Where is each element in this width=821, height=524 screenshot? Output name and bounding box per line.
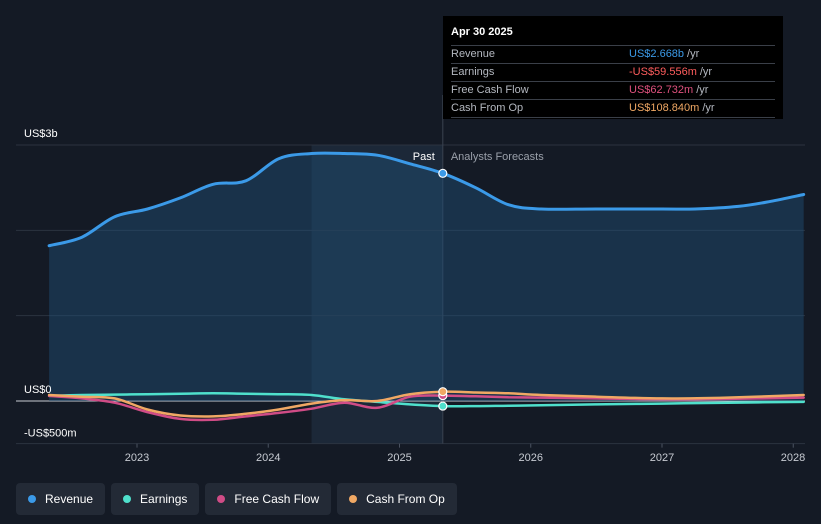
tooltip-value: US$2.668b xyxy=(629,48,685,60)
series-marker xyxy=(438,168,448,178)
tooltip-label: Free Cash Flow xyxy=(451,84,529,96)
series-line-revenue xyxy=(47,151,806,248)
legend-label: Free Cash Flow xyxy=(234,492,320,506)
tooltip-label: Revenue xyxy=(451,48,496,60)
past-label: Past xyxy=(413,151,435,163)
x-tick-label: 2027 xyxy=(650,452,674,464)
tooltip-row-revenue: Revenue US$2.668b /yr xyxy=(451,45,775,63)
forecast-label: Analysts Forecasts xyxy=(451,151,544,163)
y-tick-label: US$3b xyxy=(24,128,58,140)
x-tick-label: 2025 xyxy=(387,452,411,464)
legend-item-revenue[interactable]: Revenue xyxy=(16,483,106,515)
series-marker xyxy=(438,387,448,397)
tooltip-row-cash-from-op: Cash From Op US$108.840m /yr xyxy=(451,99,775,118)
x-tick-label: 2026 xyxy=(519,452,543,464)
x-tick-label: 2024 xyxy=(256,452,280,464)
legend-dot-icon xyxy=(349,495,358,503)
tooltip-unit: /yr xyxy=(702,102,715,114)
tooltip-unit: /yr xyxy=(687,48,700,60)
x-tick-label: 2023 xyxy=(125,452,149,464)
tooltip-label: Earnings xyxy=(451,66,495,78)
legend-label: Cash From Op xyxy=(366,492,445,506)
y-tick-label: -US$500m xyxy=(24,428,77,440)
series-line-cash-from-op xyxy=(47,390,805,418)
tooltip-unit: /yr xyxy=(696,84,709,96)
legend-dot-icon xyxy=(123,495,132,503)
tooltip-label: Cash From Op xyxy=(451,102,524,114)
tooltip-value: -US$59.556m xyxy=(629,66,697,78)
legend-label: Revenue xyxy=(45,492,94,506)
legend-item-earnings[interactable]: Earnings xyxy=(111,483,200,515)
legend-label: Earnings xyxy=(140,492,188,506)
legend: Revenue Earnings Free Cash Flow Cash Fro… xyxy=(16,483,457,515)
y-tick-label: US$0 xyxy=(24,384,52,396)
tooltip-unit: /yr xyxy=(699,66,713,78)
tooltip-date: Apr 30 2025 xyxy=(451,26,513,38)
tooltip-row-earnings: Earnings -US$59.556m /yr xyxy=(451,63,775,81)
x-tick-label: 2028 xyxy=(781,452,805,464)
revenue-area xyxy=(49,153,804,401)
legend-dot-icon xyxy=(28,495,36,503)
legend-item-cash-from-op[interactable]: Cash From Op xyxy=(337,483,457,515)
series-marker xyxy=(438,401,448,411)
tooltip: Apr 30 2025 Revenue US$2.668b /yr Earnin… xyxy=(443,16,783,119)
tooltip-row-free-cash-flow: Free Cash Flow US$62.732m /yr xyxy=(451,81,775,99)
tooltip-value: US$62.732m xyxy=(629,84,694,96)
series-line-free-cash-flow xyxy=(47,394,805,422)
legend-item-free-cash-flow[interactable]: Free Cash Flow xyxy=(205,483,332,515)
legend-dot-icon xyxy=(217,495,226,503)
tooltip-value: US$108.840m xyxy=(629,102,700,114)
